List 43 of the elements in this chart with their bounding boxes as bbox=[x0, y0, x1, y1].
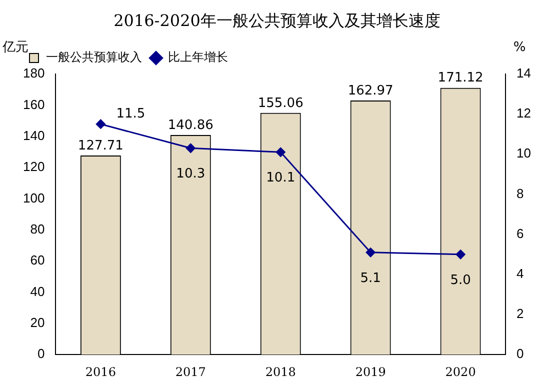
y2-tick-label: 2 bbox=[516, 306, 524, 322]
y-tick-label: 0 bbox=[37, 346, 45, 362]
y-tick-label: 40 bbox=[30, 284, 45, 299]
y2-tick-label: 14 bbox=[516, 66, 532, 81]
chart-title: 2016-2020年一般公共预算收入及其增长速度 bbox=[112, 10, 442, 32]
y2-tick-label: 6 bbox=[516, 226, 524, 241]
data-label: 5.1 bbox=[360, 270, 381, 286]
x-tick-label: 2020 bbox=[445, 364, 476, 379]
y2-axis-title: % bbox=[513, 40, 526, 55]
y-tick-label: 160 bbox=[22, 96, 45, 112]
data-label: 162.97 bbox=[348, 83, 394, 98]
data-label: 10.1 bbox=[266, 170, 296, 186]
y2-tick-label: 8 bbox=[516, 186, 524, 201]
point bbox=[96, 119, 106, 129]
y-tick-label: 120 bbox=[22, 159, 45, 174]
data-label: 127.71 bbox=[78, 138, 124, 154]
data-label: 5.0 bbox=[450, 272, 471, 288]
y-tick-label: 20 bbox=[30, 315, 45, 330]
data-label: 171.12 bbox=[438, 70, 484, 86]
x-tick-label: 2018 bbox=[265, 364, 296, 379]
point bbox=[276, 147, 286, 157]
point bbox=[366, 248, 376, 258]
y-axis-title: 亿元 bbox=[2, 40, 29, 55]
data-label: 155.06 bbox=[258, 96, 304, 111]
y-tick-label: 140 bbox=[22, 128, 45, 143]
y-tick-label: 60 bbox=[30, 252, 45, 268]
y2-tick-label: 4 bbox=[516, 266, 524, 282]
legend-label: 比上年增长 bbox=[168, 50, 228, 64]
data-label: 140.86 bbox=[168, 118, 214, 133]
x-tick-label: 2016 bbox=[85, 364, 116, 379]
y2-tick-label: 10 bbox=[516, 146, 532, 161]
data-label: 10.3 bbox=[176, 166, 206, 182]
y-tick-label: 100 bbox=[22, 190, 45, 206]
y-tick-label: 80 bbox=[30, 221, 45, 236]
x-tick-label: 2019 bbox=[355, 364, 386, 379]
x-tick-label: 2017 bbox=[175, 364, 206, 379]
y2-tick-label: 0 bbox=[516, 346, 524, 362]
point bbox=[456, 250, 466, 260]
data-label: 11.5 bbox=[116, 106, 146, 122]
legend-label: 一般公共预算收入 bbox=[46, 50, 142, 64]
point bbox=[186, 143, 196, 153]
y-tick-label: 180 bbox=[22, 66, 45, 81]
y2-tick-label: 12 bbox=[516, 106, 532, 121]
